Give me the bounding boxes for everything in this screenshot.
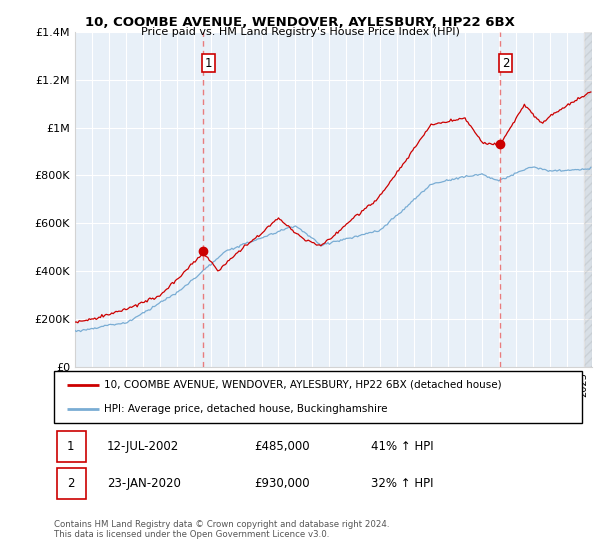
Text: 2: 2	[67, 477, 74, 490]
Bar	[584, 32, 592, 367]
Text: £485,000: £485,000	[254, 440, 310, 453]
Text: 10, COOMBE AVENUE, WENDOVER, AYLESBURY, HP22 6BX: 10, COOMBE AVENUE, WENDOVER, AYLESBURY, …	[85, 16, 515, 29]
FancyBboxPatch shape	[56, 431, 86, 461]
Text: 1: 1	[67, 440, 74, 453]
Text: 2: 2	[502, 57, 509, 69]
Text: 23-JAN-2020: 23-JAN-2020	[107, 477, 181, 490]
Text: £930,000: £930,000	[254, 477, 310, 490]
FancyBboxPatch shape	[56, 469, 86, 499]
Text: 10, COOMBE AVENUE, WENDOVER, AYLESBURY, HP22 6BX (detached house): 10, COOMBE AVENUE, WENDOVER, AYLESBURY, …	[104, 380, 502, 390]
FancyBboxPatch shape	[54, 371, 582, 423]
Text: 32% ↑ HPI: 32% ↑ HPI	[371, 477, 433, 490]
Text: 1: 1	[205, 57, 212, 69]
Text: 12-JUL-2002: 12-JUL-2002	[107, 440, 179, 453]
Text: HPI: Average price, detached house, Buckinghamshire: HPI: Average price, detached house, Buck…	[104, 404, 388, 414]
Text: 41% ↑ HPI: 41% ↑ HPI	[371, 440, 433, 453]
Text: Price paid vs. HM Land Registry's House Price Index (HPI): Price paid vs. HM Land Registry's House …	[140, 27, 460, 37]
Text: Contains HM Land Registry data © Crown copyright and database right 2024.
This d: Contains HM Land Registry data © Crown c…	[54, 520, 389, 539]
